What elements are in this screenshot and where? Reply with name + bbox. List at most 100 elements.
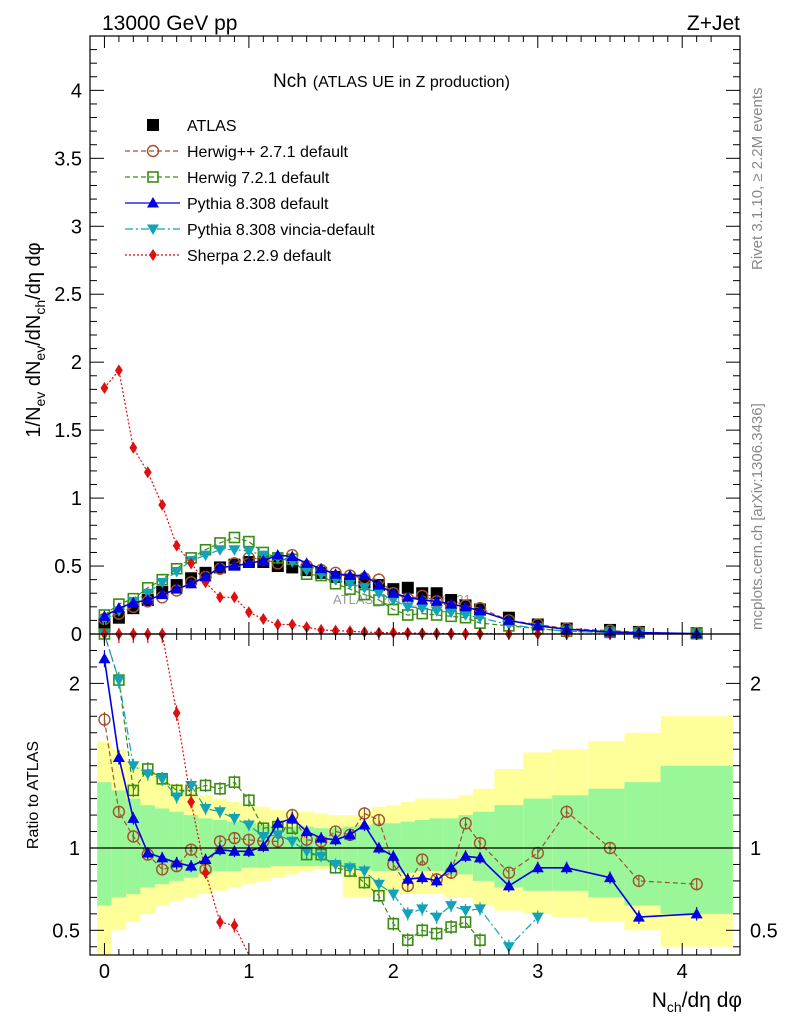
ratio-point-sherpa [216, 916, 224, 929]
ratio-point-pythia [242, 845, 255, 856]
ratio-point-pythia [401, 873, 414, 884]
ratio-point-sherpa [172, 707, 181, 720]
ratio-point-pythia [459, 850, 472, 861]
ratio-point-herwig7 [228, 776, 241, 788]
main-point-vincia [430, 606, 443, 617]
main-y-tick-label: 3 [71, 216, 82, 238]
main-y-tick-label: 2.5 [54, 284, 82, 306]
ratio-point-vincia [344, 863, 356, 874]
ratio-point-herwigpp [560, 805, 573, 818]
main-point-sherpa [114, 364, 123, 377]
main-point-pythia [170, 583, 183, 594]
main-y-tick-label: 0.5 [54, 556, 82, 578]
ratio-point-pythia [156, 851, 169, 863]
band-inner-bin [660, 765, 733, 914]
main-y-tick-label: 2 [71, 352, 82, 374]
ratio-point-pythia [531, 861, 544, 873]
main-point-sherpa [187, 557, 196, 570]
main-y-tick-label: 1.5 [54, 420, 82, 442]
mcplots-label: mcplots.cern.ch [arXiv:1306.3436] [749, 403, 766, 630]
ratio-point-vincia [445, 901, 458, 912]
ratio-point-pythia [445, 861, 458, 873]
ratio-point-pythia [112, 751, 125, 762]
band-inner-bin [429, 818, 444, 872]
main-point-vincia [474, 613, 486, 624]
main-point-sherpa [172, 539, 181, 552]
legend-label-atlas: ATLAS [187, 118, 237, 135]
ratio-point-herwig7 [373, 889, 385, 902]
ratio-point-herwigpp [416, 853, 429, 866]
ratio-point-sherpa [187, 795, 196, 808]
ratio-point-vincia [228, 813, 241, 825]
ratio-point-vincia [315, 851, 328, 863]
ratio-point-herwig7 [445, 921, 457, 933]
ratio-point-pythia [315, 832, 328, 843]
ratio-point-pythia [430, 874, 443, 886]
ratio-point-pythia [98, 652, 111, 664]
ratio-point-vincia [358, 866, 371, 878]
ratio-point-vincia [459, 906, 472, 917]
main-point-vincia [170, 566, 183, 578]
ratio-point-herwig7 [214, 782, 226, 795]
ratio-point-pythia [127, 812, 140, 823]
band-inner-bin [97, 782, 112, 906]
x-tick-label: 4 [677, 961, 688, 983]
x-tick-label: 2 [388, 961, 399, 983]
ratio-point-pythia [228, 845, 241, 856]
header-left: 13000 GeV pp [102, 12, 237, 35]
main-point-atlas [416, 587, 429, 600]
main-point-pythia [358, 569, 371, 581]
ratio-y-axis-label: Ratio to ATLAS [25, 741, 42, 849]
ratio-point-herwigpp [372, 813, 386, 827]
main-point-pythia [329, 568, 342, 579]
band-inner-bin [523, 798, 553, 891]
ratio-point-vincia [127, 761, 140, 772]
legend-label-herwig7: Herwig 7.2.1 default [187, 170, 330, 187]
ratio-point-vincia [531, 912, 544, 924]
ratio-y-tick-label-left: 2 [69, 673, 80, 695]
main-point-pythia [401, 591, 414, 602]
ratio-point-vincia [271, 830, 284, 841]
ratio-panel-frame: 0.5 0.5 1 1 2 2 0 1 2 3 4 [52, 633, 778, 983]
main-point-pythia [474, 604, 486, 616]
x-axis-label: Nch/dη dφ [652, 989, 742, 1015]
main-point-pythia [156, 588, 169, 600]
main-point-vincia [358, 583, 371, 594]
band-inner-bin [140, 805, 155, 888]
main-point-atlas [401, 581, 414, 594]
ratio-y-tick-label-right: 0.5 [750, 920, 778, 942]
ratio-point-pythia [358, 818, 371, 830]
ratio-point-herwig7 [430, 927, 443, 940]
ratio-point-herwigpp [502, 866, 516, 879]
main-y-tick-label: 0 [71, 624, 82, 646]
main-y-tick-label: 1 [71, 488, 82, 510]
x-tick-label: 0 [99, 961, 110, 983]
main-point-pythia [127, 596, 140, 608]
ratio-point-herwig7 [243, 794, 255, 807]
main-point-sherpa [244, 606, 253, 619]
ratio-point-herwigpp [98, 713, 111, 726]
ratio-point-vincia [112, 675, 125, 687]
ratio-point-pythia [271, 817, 284, 828]
ratio-point-herwigpp [690, 878, 703, 891]
ratio-point-herwigpp [459, 817, 472, 830]
ratio-point-sherpa [201, 866, 210, 879]
ratio-point-pythia [199, 853, 212, 865]
legend-marker-pythia [147, 197, 159, 208]
main-y-tick-label: 4 [71, 80, 82, 102]
ratio-point-herwig7 [474, 934, 486, 946]
band-inner-bin [624, 782, 661, 906]
main-point-pythia [344, 569, 356, 581]
main-point-pythia [502, 614, 515, 625]
ratio-point-sherpa [230, 919, 239, 932]
main-point-pythia [98, 610, 111, 621]
legend-label-vincia: Pythia 8.308 vincia-default [187, 222, 375, 239]
main-point-pythia [286, 550, 299, 562]
main-point-pythia [315, 562, 328, 574]
main-point-sherpa [230, 591, 239, 604]
ratio-point-herwigpp [632, 874, 646, 888]
main-point-pythia [185, 577, 198, 589]
ratio-point-vincia [170, 792, 183, 803]
main-point-pythia [257, 554, 270, 566]
